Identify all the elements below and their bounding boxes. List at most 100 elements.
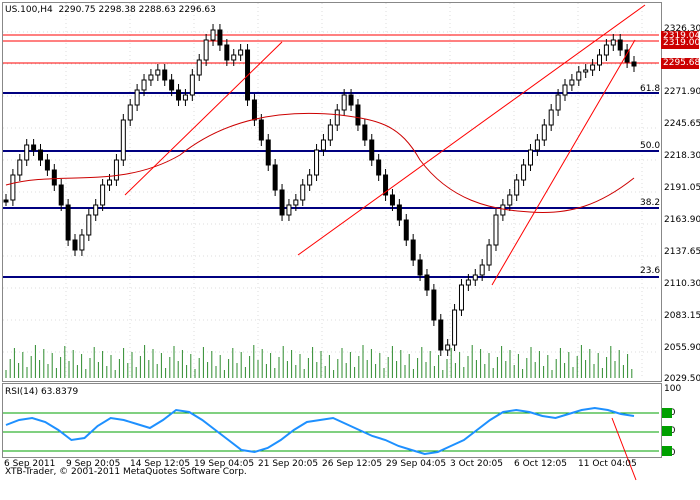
candle-body xyxy=(534,139,540,151)
main-chart-panel[interactable] xyxy=(2,2,662,382)
candle-body xyxy=(521,164,527,181)
candle-body xyxy=(334,109,340,126)
candle-body xyxy=(314,149,320,176)
candle-body xyxy=(369,139,375,161)
price-label: 2191.05 xyxy=(664,183,700,193)
candle-body xyxy=(203,39,209,61)
candle-body xyxy=(265,139,271,166)
price-label: 2029.50 xyxy=(664,374,700,384)
candle-body xyxy=(51,169,57,186)
candle-body xyxy=(617,39,623,51)
candle-body xyxy=(479,264,485,276)
candle-body xyxy=(389,194,395,206)
candle-body xyxy=(417,259,423,276)
price-label: 2083.15 xyxy=(664,311,700,321)
candle-body xyxy=(458,284,464,311)
trendline xyxy=(297,4,646,256)
candle-body xyxy=(576,71,582,81)
candle-body xyxy=(31,144,37,151)
candle-body xyxy=(217,29,223,46)
candle-body xyxy=(24,144,30,161)
fib-label-618: 61.8 xyxy=(640,84,661,94)
candle-body xyxy=(72,239,78,251)
candle-body xyxy=(527,149,533,166)
rsi-trendline xyxy=(611,417,637,481)
time-label: 6 Sep 2011 xyxy=(4,459,56,469)
time-label: 26 Sep 12:05 xyxy=(322,459,383,469)
candle-body xyxy=(486,244,492,266)
candle-body xyxy=(403,219,409,241)
candle-body xyxy=(58,184,64,206)
candle-body xyxy=(348,94,354,106)
candle-body xyxy=(155,69,161,76)
candle-body xyxy=(93,204,99,216)
candle-body xyxy=(113,159,119,181)
candle-body xyxy=(376,159,382,176)
candle-body xyxy=(438,319,444,351)
candle-body xyxy=(610,39,616,46)
candle-body xyxy=(583,69,589,73)
price-label: 2137.65 xyxy=(664,247,700,257)
rsi-level-30-marker xyxy=(662,446,672,456)
rsi-level-50-marker xyxy=(662,426,672,436)
candle-body xyxy=(562,84,568,96)
candle-body xyxy=(210,29,216,41)
candle-body xyxy=(86,214,92,236)
candle-body xyxy=(120,119,126,161)
candle-body xyxy=(182,94,188,101)
time-label: 21 Sep 20:05 xyxy=(258,459,319,469)
candle-body xyxy=(272,164,278,191)
candle-body xyxy=(65,204,71,241)
time-label: 29 Sep 04:05 xyxy=(386,459,447,469)
price-tag-line-2: 2319.00 xyxy=(661,38,700,49)
candle-body xyxy=(555,94,561,111)
candle-body xyxy=(258,119,264,141)
candle-body xyxy=(320,139,326,151)
candle-body xyxy=(383,174,389,196)
rsi-panel[interactable] xyxy=(2,383,662,458)
price-label: 2326.30 xyxy=(664,24,700,34)
rsi-line xyxy=(5,406,635,456)
candle-body xyxy=(431,289,437,321)
candle-body xyxy=(189,74,195,96)
candle-body xyxy=(569,79,575,86)
candle-body xyxy=(507,194,513,206)
candle-body xyxy=(10,174,16,201)
candle-body xyxy=(500,204,506,216)
copyright-text: XTB-Trader, © 2001-2011 MetaQuotes Softw… xyxy=(5,467,247,477)
candle-body xyxy=(410,239,416,261)
candle-body xyxy=(603,44,609,56)
candle-body xyxy=(590,64,596,71)
candle-body xyxy=(472,274,478,281)
price-label: 2218.30 xyxy=(664,151,700,161)
candle-body xyxy=(127,104,133,121)
candle-body xyxy=(286,204,292,216)
candle-body xyxy=(38,149,44,161)
candle-body xyxy=(176,89,182,101)
candle-body xyxy=(231,54,237,61)
trendline xyxy=(124,41,283,196)
candle-body xyxy=(148,74,154,81)
time-label: 3 Oct 20:05 xyxy=(450,459,503,469)
candle-body xyxy=(224,44,230,61)
candle-body xyxy=(327,124,333,141)
time-label: 11 Oct 04:05 xyxy=(578,459,637,469)
price-tag-line-1: 2319.04 xyxy=(661,31,700,42)
candle-body xyxy=(3,199,9,203)
price-label: 2271.90 xyxy=(664,87,700,97)
candle-body xyxy=(596,54,602,66)
candle-body xyxy=(541,124,547,141)
moving-average-line xyxy=(5,112,635,213)
candle-body xyxy=(79,234,85,251)
candle-body xyxy=(141,79,147,91)
candle-body xyxy=(514,179,520,196)
candle-body xyxy=(465,279,471,286)
fib-label-236: 23.6 xyxy=(640,266,661,276)
candle-body xyxy=(493,214,499,246)
candle-body xyxy=(445,344,451,351)
candle-body xyxy=(251,99,257,121)
candle-body xyxy=(631,61,637,67)
time-label: 6 Oct 12:05 xyxy=(514,459,567,469)
candle-body xyxy=(100,184,106,206)
